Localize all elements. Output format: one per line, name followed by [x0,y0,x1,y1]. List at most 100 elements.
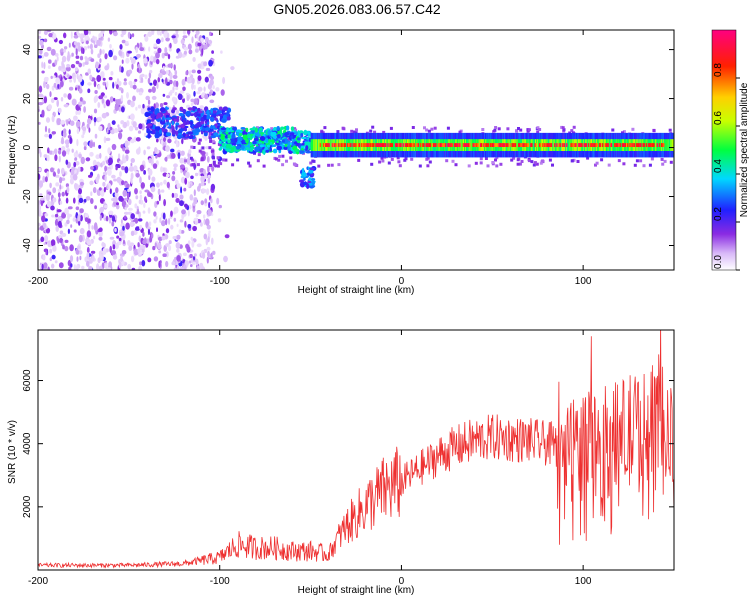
band-core-mark [606,143,608,147]
band-core-mark [426,143,428,147]
feature-mark [218,106,223,111]
noise-mark [121,250,127,255]
band-core-mark [662,143,664,147]
band-halo-mark [433,126,437,130]
noise-mark [127,31,131,39]
noise-mark [81,134,85,139]
noise-mark [38,173,41,181]
noise-mark [53,82,57,88]
noise-mark [161,235,166,241]
noise-mark [192,30,195,33]
noise-mark [168,217,171,225]
feature-mark [249,136,253,141]
band-core-mark [660,143,663,147]
noise-mark [148,192,153,198]
band-core-mark [326,143,328,147]
noise-mark [99,58,102,63]
band-halo-mark [535,162,539,166]
band-mid-mark [315,139,317,151]
band-core-mark [487,143,489,147]
band-halo-mark [661,162,665,166]
noise-mark [84,213,89,218]
noise-mark [39,193,43,197]
noise-mark [166,173,170,178]
noise-mark [131,267,136,270]
noise-mark [120,94,124,102]
feature-mark [197,107,201,112]
band-mid-mark [320,139,322,151]
noise-mark [78,187,82,195]
band-core-mark [495,143,497,147]
noise-mark [191,258,194,263]
noise-mark [208,91,212,97]
band-halo-mark [397,160,401,164]
noise-mark [186,246,191,253]
band-core-mark [623,143,626,147]
noise-mark [43,62,46,70]
noise-mark [146,146,151,150]
noise-mark [130,139,135,144]
noise-mark [76,139,79,147]
noise-mark [118,195,124,202]
noise-mark [75,265,79,270]
band-halo-mark [570,129,574,133]
noise-mark [49,248,53,254]
band-core-mark [522,143,524,147]
noise-mark [149,69,153,74]
noise-mark [61,136,64,145]
noise-mark [108,216,112,224]
noise-mark [130,213,135,220]
band-mid-mark [318,139,320,151]
band-core-mark [544,143,546,147]
band-core-mark [399,143,401,147]
noise-mark [150,186,156,193]
noise-mark [209,99,215,104]
noise-mark [83,106,86,113]
band-halo-mark [327,163,331,167]
snr-x-tick-label: -200 [28,576,48,587]
noise-mark [157,188,161,195]
noise-mark [117,153,121,160]
noise-mark [98,33,102,38]
band-core-mark [334,143,337,147]
noise-mark [186,157,191,165]
noise-mark [162,253,167,257]
band-core-mark [451,143,453,147]
noise-mark [157,47,162,54]
band-halo-mark [208,146,212,150]
band-core-mark [476,143,479,147]
band-halo-mark [200,158,204,162]
band-core-mark [363,143,365,147]
band-core-mark [656,143,658,147]
noise-mark [134,78,138,82]
band-core-mark [328,143,330,147]
band-core-mark [466,143,469,147]
noise-mark [85,40,89,45]
noise-mark [176,255,181,262]
noise-mark [108,261,112,268]
feature-mark [154,126,161,131]
noise-mark [162,212,166,220]
feature-mark [245,127,249,133]
noise-mark [126,92,129,99]
band-mid-mark [516,139,518,151]
noise-mark [46,200,52,208]
noise-mark [176,265,180,270]
feature-mark [279,128,283,135]
noise-mark [143,202,146,208]
noise-mark [44,133,49,138]
noise-mark [116,176,122,183]
band-core-mark [642,143,644,147]
feature-mark [193,112,197,116]
feature-mark [183,127,188,132]
band-core-mark [458,143,460,147]
chart-title: GN05.2026.083.06.57.C42 [273,1,441,17]
noise-mark [103,186,106,193]
noise-mark [132,95,136,102]
noise-mark [68,42,71,48]
feature-mark [272,148,278,154]
noise-mark [41,263,44,270]
noise-mark [151,30,155,36]
band-halo-mark [201,146,205,150]
noise-mark [80,38,84,43]
